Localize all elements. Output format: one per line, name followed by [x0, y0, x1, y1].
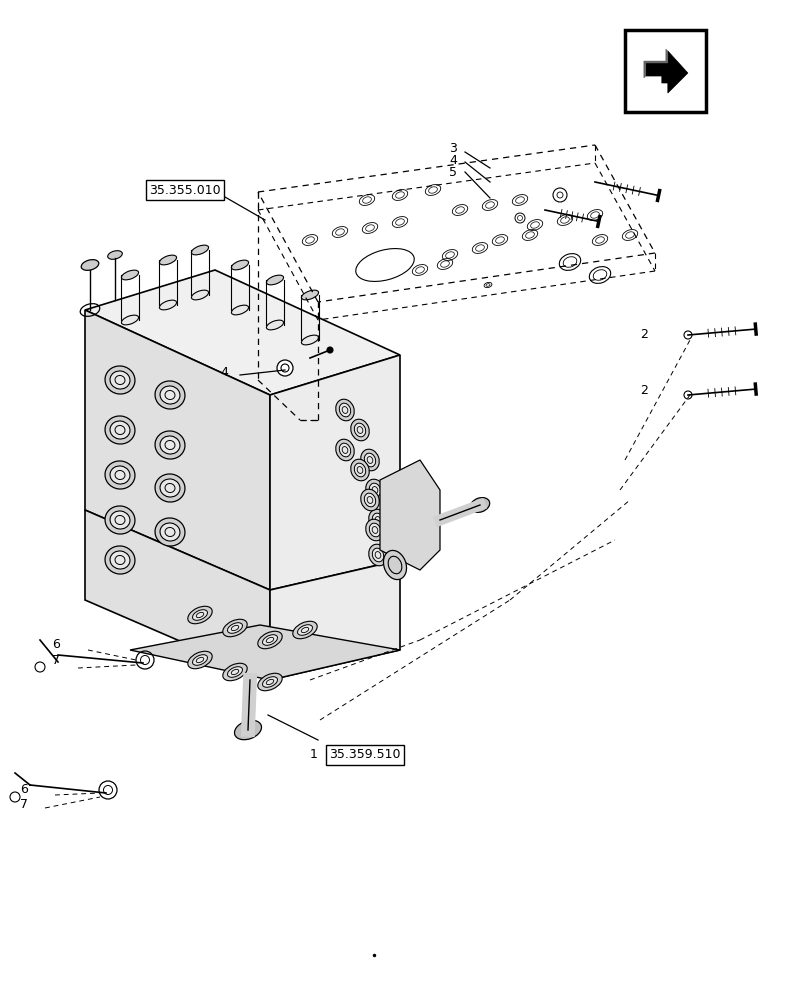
Text: 7: 7 — [52, 654, 60, 666]
Ellipse shape — [122, 270, 139, 280]
Text: 35.355.010: 35.355.010 — [149, 184, 221, 197]
Ellipse shape — [372, 548, 384, 562]
Ellipse shape — [297, 625, 312, 635]
Ellipse shape — [160, 386, 180, 404]
Polygon shape — [270, 355, 400, 590]
Ellipse shape — [266, 320, 283, 330]
Ellipse shape — [105, 461, 135, 489]
Ellipse shape — [301, 290, 318, 300]
Ellipse shape — [187, 606, 212, 624]
Ellipse shape — [369, 483, 380, 497]
Ellipse shape — [222, 619, 247, 637]
Ellipse shape — [160, 523, 180, 541]
Ellipse shape — [234, 720, 261, 740]
Ellipse shape — [160, 479, 180, 497]
Ellipse shape — [301, 335, 318, 345]
Text: 2: 2 — [639, 383, 647, 396]
Text: 1: 1 — [310, 748, 318, 762]
Ellipse shape — [350, 419, 369, 441]
Ellipse shape — [335, 399, 354, 421]
Ellipse shape — [155, 474, 185, 502]
Ellipse shape — [122, 315, 139, 325]
Ellipse shape — [262, 677, 277, 687]
Ellipse shape — [365, 519, 384, 541]
Ellipse shape — [470, 498, 489, 512]
Ellipse shape — [364, 453, 375, 467]
Ellipse shape — [192, 655, 208, 665]
Ellipse shape — [222, 663, 247, 681]
Text: 4: 4 — [448, 154, 457, 167]
Ellipse shape — [105, 366, 135, 394]
Ellipse shape — [155, 431, 185, 459]
Ellipse shape — [354, 463, 365, 477]
Ellipse shape — [105, 546, 135, 574]
Text: 2: 2 — [639, 328, 647, 342]
Ellipse shape — [110, 551, 130, 569]
Ellipse shape — [108, 251, 122, 259]
Ellipse shape — [383, 550, 406, 580]
Ellipse shape — [155, 518, 185, 546]
Ellipse shape — [160, 436, 180, 454]
Circle shape — [277, 360, 293, 376]
Text: 3: 3 — [448, 142, 457, 155]
Polygon shape — [645, 51, 687, 93]
Ellipse shape — [105, 506, 135, 534]
Ellipse shape — [262, 635, 277, 645]
Ellipse shape — [368, 544, 387, 566]
Ellipse shape — [187, 651, 212, 669]
Ellipse shape — [365, 479, 384, 501]
Circle shape — [327, 347, 333, 353]
Text: 7: 7 — [20, 798, 28, 811]
Ellipse shape — [350, 459, 369, 481]
Ellipse shape — [159, 255, 176, 265]
Text: 6: 6 — [20, 783, 28, 796]
Ellipse shape — [227, 667, 242, 677]
Ellipse shape — [159, 300, 176, 310]
Polygon shape — [85, 510, 270, 680]
Ellipse shape — [369, 523, 380, 537]
Ellipse shape — [257, 631, 282, 649]
Polygon shape — [85, 270, 400, 395]
Text: 4: 4 — [220, 365, 228, 378]
Ellipse shape — [110, 466, 130, 484]
Ellipse shape — [110, 511, 130, 529]
Ellipse shape — [227, 623, 242, 633]
Ellipse shape — [368, 509, 387, 531]
Ellipse shape — [231, 260, 248, 270]
Ellipse shape — [360, 449, 379, 471]
Ellipse shape — [110, 421, 130, 439]
Polygon shape — [380, 460, 440, 570]
Polygon shape — [270, 560, 400, 680]
Ellipse shape — [354, 423, 365, 437]
Ellipse shape — [360, 489, 379, 511]
Ellipse shape — [105, 416, 135, 444]
Ellipse shape — [364, 493, 375, 507]
Ellipse shape — [155, 381, 185, 409]
Text: 35.359.510: 35.359.510 — [328, 748, 401, 762]
Polygon shape — [130, 625, 400, 680]
Polygon shape — [85, 310, 270, 590]
Bar — [624, 30, 706, 112]
Ellipse shape — [339, 443, 350, 457]
Ellipse shape — [266, 275, 283, 285]
Polygon shape — [643, 49, 667, 78]
Ellipse shape — [191, 245, 208, 255]
Ellipse shape — [293, 621, 317, 639]
Ellipse shape — [339, 403, 350, 417]
Ellipse shape — [191, 290, 208, 300]
Ellipse shape — [335, 439, 354, 461]
Ellipse shape — [372, 513, 384, 527]
Text: 6: 6 — [52, 639, 60, 652]
Ellipse shape — [257, 673, 282, 691]
Text: 5: 5 — [448, 166, 457, 179]
Ellipse shape — [231, 305, 248, 315]
Ellipse shape — [192, 610, 208, 620]
Ellipse shape — [81, 260, 99, 270]
Ellipse shape — [110, 371, 130, 389]
